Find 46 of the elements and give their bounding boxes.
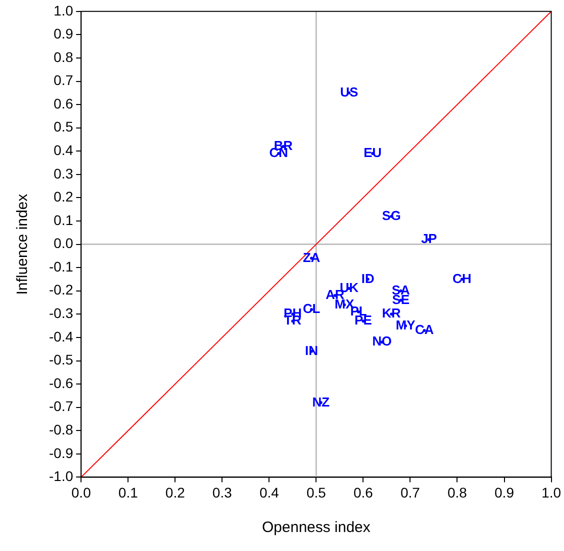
y-tick-label: -0.6 [49,374,74,391]
y-tick-label: 0.0 [54,235,74,252]
data-label: NO [372,334,392,349]
y-tick-label: -0.5 [49,352,74,368]
data-label: ID [361,270,374,286]
y-tick-label: -0.7 [49,398,74,414]
x-tick-label: 0.0 [71,484,92,500]
data-label: JP [421,231,438,246]
y-tick-label: 0.6 [54,95,74,112]
data-label: SG [382,208,401,223]
y-tick-label: 0.8 [54,48,74,65]
y-tick-label: 0.3 [54,165,74,182]
x-tick-label: 0.8 [448,484,468,500]
x-tick-label: 0.4 [259,484,280,500]
data-label: IN [304,343,318,358]
y-tick-label: -0.4 [49,328,74,344]
y-tick-label: 0.5 [54,118,74,135]
data-label: CA [414,322,434,338]
y-tick-label: -1.0 [49,468,74,484]
data-label: NZ [312,394,330,410]
y-tick-label: 0.9 [54,26,74,42]
y-tick-label: -0.1 [49,258,74,274]
y-axis-title: Influence index [14,193,32,295]
y-tick-label: 0.1 [54,212,74,228]
data-label: US [340,84,358,100]
x-tick-label: 0.1 [118,484,138,500]
x-tick-label: 0.3 [212,484,232,500]
x-tick-label: 1.0 [542,484,562,500]
data-label: ZA [302,250,321,265]
y-tick-label: 0.2 [54,188,74,205]
data-label: CH [452,270,472,286]
x-tick-label: 0.6 [353,484,374,500]
x-tick-label: 0.2 [165,484,186,500]
y-tick-label: -0.8 [49,421,74,438]
data-label: EU [364,145,382,160]
x-tick-label: 0.5 [306,484,326,500]
x-axis-title: Openness index [262,519,371,536]
x-tick-label: 0.7 [400,484,420,500]
y-tick-label: -0.9 [49,444,74,461]
y-tick-label: 1.0 [54,2,74,18]
x-tick-label: 0.9 [494,484,514,500]
y-tick-label: -0.3 [49,305,74,322]
y-tick-label: 0.7 [54,72,74,88]
y-tick-label: 0.4 [54,142,74,158]
y-tick-label: -0.2 [49,282,74,298]
data-label: CL [302,301,320,316]
